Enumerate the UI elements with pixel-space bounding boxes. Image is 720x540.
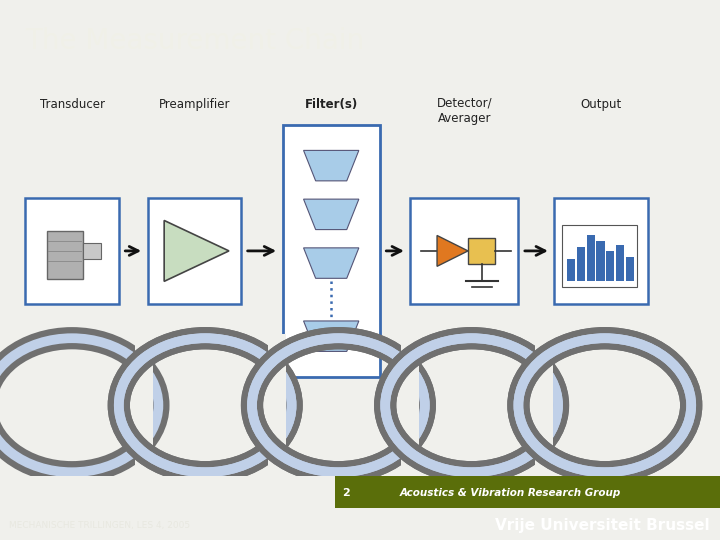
- Bar: [148, 198, 241, 303]
- Bar: [616, 245, 624, 281]
- Bar: [47, 231, 83, 279]
- Bar: [587, 235, 595, 281]
- Text: The Measurement Chain: The Measurement Chain: [25, 26, 364, 55]
- Bar: [283, 125, 380, 377]
- Polygon shape: [164, 220, 229, 281]
- Polygon shape: [304, 248, 359, 278]
- Bar: [562, 225, 637, 287]
- Bar: [534, 334, 553, 476]
- Text: Detector/
Averager: Detector/ Averager: [436, 97, 492, 125]
- Bar: [468, 238, 495, 264]
- Bar: [626, 257, 634, 281]
- Bar: [402, 334, 419, 476]
- Bar: [410, 198, 518, 303]
- Text: MECHANISCHE TRILLINGEN, LES 4, 2005: MECHANISCHE TRILLINGEN, LES 4, 2005: [9, 522, 190, 530]
- Text: Acoustics & Vibration Research Group: Acoustics & Vibration Research Group: [400, 488, 621, 498]
- Polygon shape: [304, 151, 359, 181]
- Bar: [567, 259, 575, 281]
- Bar: [268, 334, 286, 476]
- Bar: [596, 241, 605, 281]
- Bar: [83, 243, 101, 259]
- Polygon shape: [304, 321, 359, 352]
- Bar: [25, 198, 119, 303]
- Text: Transducer: Transducer: [40, 98, 104, 111]
- Text: Vrije Universiteit Brussel: Vrije Universiteit Brussel: [495, 518, 709, 534]
- Polygon shape: [304, 199, 359, 230]
- Text: Output: Output: [580, 98, 622, 111]
- Polygon shape: [437, 235, 468, 266]
- Bar: [554, 198, 648, 303]
- Bar: [135, 334, 153, 476]
- Bar: [335, 476, 720, 508]
- Text: Preamplifier: Preamplifier: [158, 98, 230, 111]
- Text: 2: 2: [342, 488, 350, 498]
- Text: Filter(s): Filter(s): [305, 98, 358, 111]
- Bar: [577, 247, 585, 281]
- Bar: [606, 251, 614, 281]
